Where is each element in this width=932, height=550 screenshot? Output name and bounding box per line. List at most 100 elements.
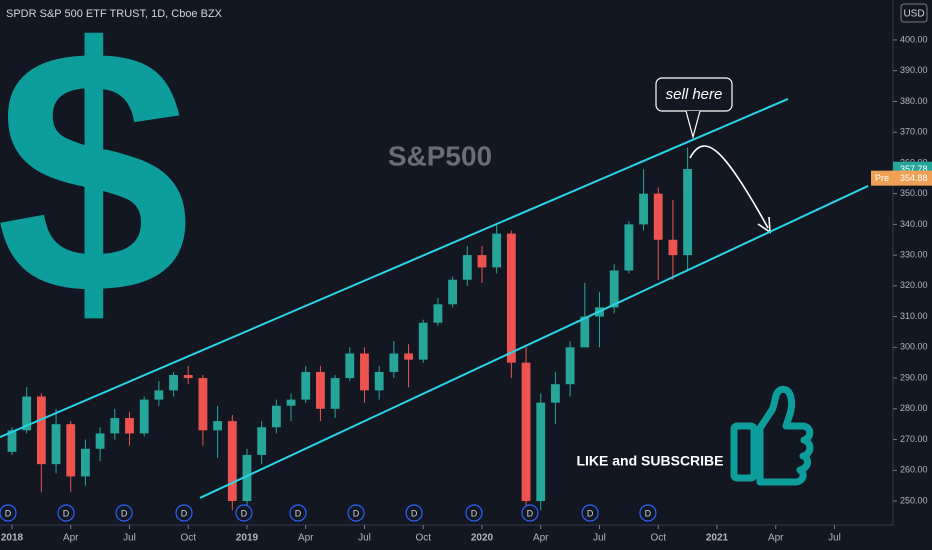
- dividend-label: D: [121, 508, 128, 518]
- candle-body: [374, 371, 384, 391]
- x-tick-label: 2021: [706, 533, 729, 544]
- x-tick-label: Jul: [123, 533, 136, 544]
- dividend-label: D: [411, 508, 418, 518]
- dividend-label: D: [471, 508, 478, 518]
- thumb-dot: [738, 462, 746, 470]
- bubble-tail: [685, 110, 701, 140]
- dividend-marker: [347, 504, 365, 522]
- x-tick-label: Oct: [650, 533, 666, 544]
- candle-body: [389, 353, 399, 372]
- candle-body: [242, 454, 252, 502]
- last-price-label: 357.78: [900, 164, 928, 174]
- candle-body: [110, 418, 120, 434]
- cta: LIKE and SUBSCRIBE: [576, 453, 723, 469]
- sell-bubble: sell here: [655, 77, 733, 140]
- candle-body: [492, 233, 502, 268]
- x-tick-label: Oct: [415, 533, 431, 544]
- candle-body: [330, 378, 340, 409]
- dividend-label: D: [295, 508, 302, 518]
- dividend-label: D: [63, 508, 70, 518]
- x-tick-label: Apr: [533, 533, 549, 544]
- dividend-marker: [235, 504, 253, 522]
- thumb-icon: [730, 385, 814, 486]
- candle-body: [286, 399, 296, 406]
- candle-body: [448, 279, 458, 305]
- y-tick-label: 340.00: [900, 219, 928, 229]
- dividend-label: D: [527, 508, 534, 518]
- y-tick-label: 290.00: [900, 372, 928, 382]
- x-tick-label: Apr: [298, 533, 314, 544]
- chart-title: SPDR S&P 500 ETF TRUST, 1D, Cboe BZX: [6, 8, 223, 20]
- y-tick-label: 350.00: [900, 188, 928, 198]
- x-tick-label: Apr: [63, 533, 79, 544]
- candle-body: [433, 304, 443, 323]
- candle-body: [565, 347, 575, 385]
- dividend-marker: [521, 504, 539, 522]
- pre-label: Pre: [875, 173, 889, 183]
- y-tick-label: 270.00: [900, 434, 928, 444]
- y-tick-label: 320.00: [900, 280, 928, 290]
- annotation: sell here: [666, 86, 723, 103]
- y-tick-label: 260.00: [900, 465, 928, 475]
- candle-body: [316, 371, 325, 409]
- y-tick-label: 300.00: [900, 342, 928, 352]
- dividend-label: D: [5, 508, 12, 518]
- y-tick-label: 310.00: [900, 311, 928, 321]
- x-tick-label: 2020: [471, 533, 494, 544]
- arrow-curve: [689, 145, 769, 229]
- y-tick-label: 370.00: [900, 127, 928, 137]
- candle-body: [301, 371, 311, 400]
- candle-body: [227, 421, 237, 502]
- candle-body: [506, 233, 516, 363]
- candle-body: [536, 402, 546, 502]
- candle-body: [125, 418, 134, 434]
- candle-body: [404, 353, 413, 360]
- candle-body: [683, 169, 693, 256]
- candle-body: [639, 193, 648, 225]
- dividend-label: D: [645, 508, 652, 518]
- candle-body: [580, 316, 590, 348]
- x-tick-label: Oct: [180, 533, 196, 544]
- dividend-marker: [639, 504, 657, 522]
- candle-body: [169, 375, 178, 391]
- y-tick-label: 330.00: [900, 249, 928, 259]
- pre-price-tag: [871, 170, 932, 186]
- candle-body: [66, 424, 76, 477]
- candle-body: [521, 362, 531, 502]
- dividend-marker: [57, 504, 75, 522]
- y-tick-label: 250.00: [900, 495, 928, 505]
- thumb-cuff: [730, 422, 758, 482]
- candle-body: [360, 353, 369, 391]
- y-tick-label: 400.00: [900, 34, 928, 44]
- dividend-label: D: [241, 508, 248, 518]
- candle-body: [22, 396, 32, 431]
- dividend-marker: [0, 504, 17, 522]
- candle-body: [418, 322, 428, 360]
- x-tick-label: 2019: [236, 533, 259, 544]
- watermark: S&P500: [388, 140, 492, 171]
- thumb-hand: [756, 385, 814, 486]
- dividend-marker: [115, 504, 133, 522]
- candle-body: [36, 396, 46, 465]
- pre-price-label: 354.88: [900, 173, 928, 183]
- candle-body: [271, 405, 281, 428]
- dividend-label: D: [587, 508, 594, 518]
- currency: USD: [903, 9, 924, 20]
- currency-box: [900, 3, 928, 23]
- candle-body: [345, 353, 355, 379]
- dividend-label: D: [353, 508, 360, 518]
- channel-line: [0, 98, 789, 439]
- candle-body: [477, 255, 487, 268]
- x-tick-label: Jul: [828, 533, 841, 544]
- dividend-marker: [289, 504, 307, 522]
- candle-body: [139, 399, 149, 434]
- x-tick-label: Jul: [593, 533, 606, 544]
- dividend-marker: [405, 504, 423, 522]
- x-tick-label: 2018: [1, 533, 24, 544]
- y-tick-label: 280.00: [900, 403, 928, 413]
- candle-body: [551, 384, 560, 403]
- x-tick-label: Apr: [768, 533, 784, 544]
- y-tick-label: 390.00: [900, 65, 928, 75]
- candle-body: [51, 424, 61, 465]
- candle-body: [668, 239, 678, 256]
